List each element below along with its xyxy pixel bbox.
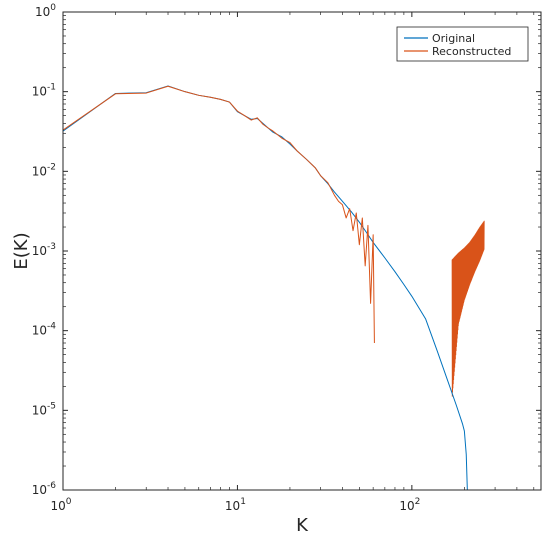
y-tick-exponent: -3	[47, 242, 56, 252]
x-tick-label: 101	[225, 497, 246, 513]
x-tick-exponent: 2	[415, 497, 421, 507]
y-tick-label: 10-2	[32, 162, 56, 178]
reconstructed-high-k-band	[451, 220, 485, 397]
y-tick-base: 10	[32, 85, 47, 99]
y-tick-base: 10	[32, 483, 47, 497]
x-tick-label: 100	[50, 497, 71, 513]
x-tick-exponent: 0	[66, 497, 72, 507]
x-tick-base: 10	[225, 499, 240, 513]
x-tick-base: 10	[50, 499, 65, 513]
y-tick-exponent: -6	[47, 481, 56, 491]
y-tick-label: 10-6	[32, 481, 57, 497]
y-tick-exponent: 0	[50, 3, 56, 13]
x-axis-title: K	[296, 515, 309, 536]
x-tick-exponent: 1	[240, 497, 246, 507]
x-tick-label: 102	[399, 497, 420, 513]
legend-box	[396, 26, 529, 62]
y-axis-title: E(K)	[11, 232, 32, 269]
y-tick-exponent: -1	[47, 83, 56, 93]
y-tick-label: 10-1	[32, 83, 56, 99]
y-tick-exponent: -2	[47, 162, 56, 172]
y-tick-label: 10-3	[32, 242, 56, 258]
reconstructed-envelope-layer	[451, 220, 485, 397]
y-tick-exponent: -4	[47, 322, 56, 332]
y-tick-exponent: -5	[47, 401, 56, 411]
y-tick-base: 10	[35, 5, 50, 19]
y-tick-label: 100	[35, 3, 56, 19]
legend-label: Reconstructed	[432, 45, 511, 58]
y-tick-base: 10	[32, 164, 47, 178]
legend-label: Original	[432, 32, 475, 45]
y-tick-base: 10	[32, 244, 47, 258]
y-tick-label: 10-4	[32, 322, 57, 338]
series-layer	[62, 85, 468, 491]
y-tick-label: 10-5	[32, 401, 56, 417]
x-tick-base: 10	[399, 499, 414, 513]
reconstructed-series-line	[62, 85, 375, 344]
y-tick-base: 10	[32, 324, 47, 338]
y-tick-base: 10	[32, 403, 47, 417]
